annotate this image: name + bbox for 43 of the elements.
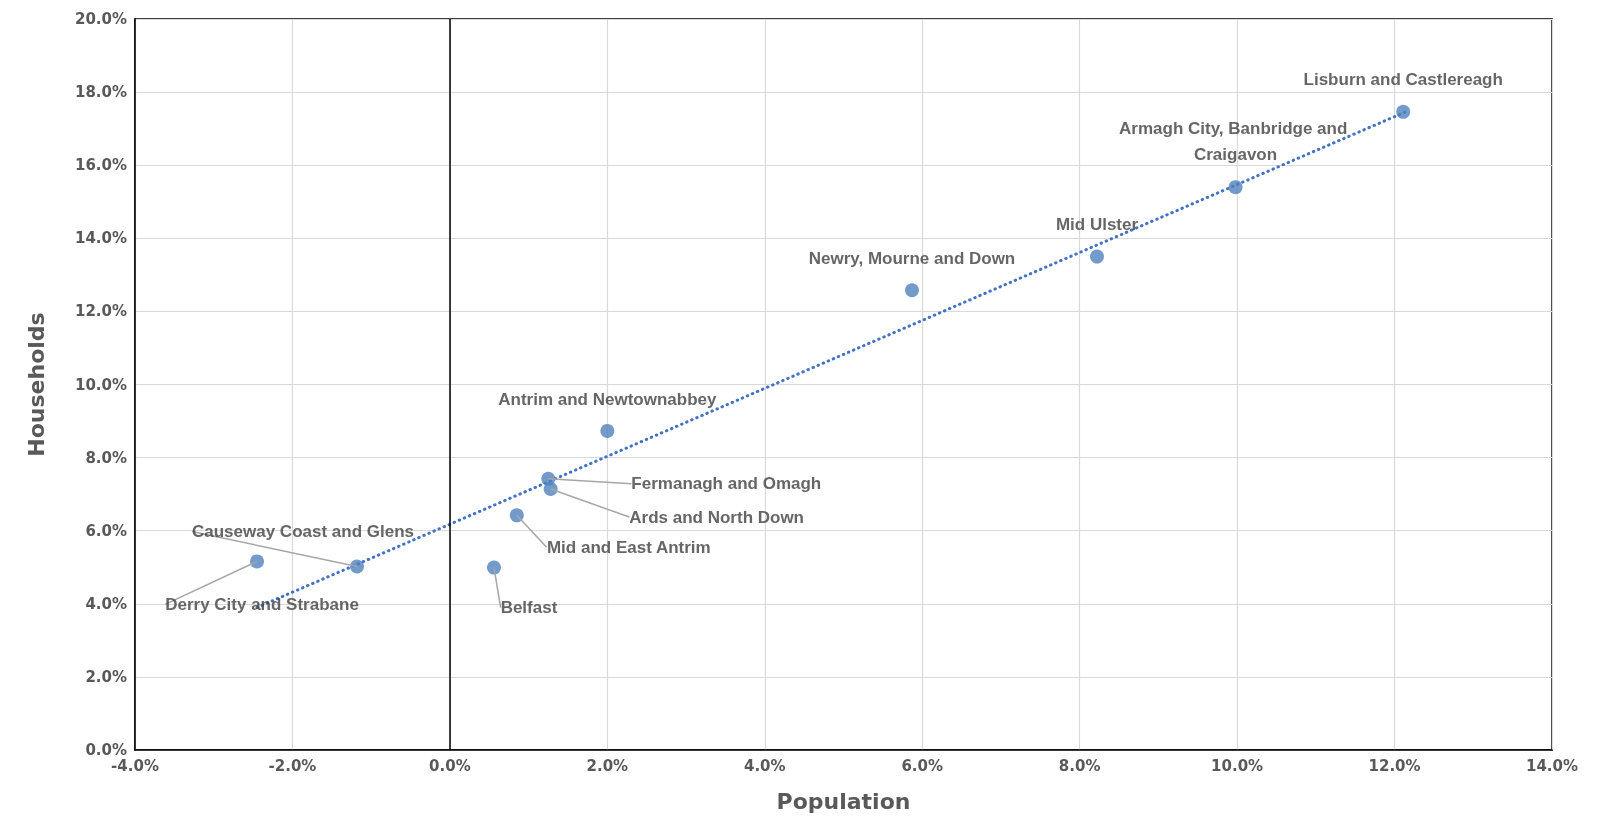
annotation: Causeway Coast and Glens xyxy=(191,522,415,542)
x-tick-label: 12.0% xyxy=(1368,756,1421,775)
point xyxy=(1228,180,1243,195)
x-tick-label: 2.0% xyxy=(586,756,629,775)
x-axis-title: Population xyxy=(776,788,911,814)
annotation: Lisburn and Castlereagh xyxy=(1303,70,1503,90)
annotation: Ards and North Down xyxy=(629,507,805,527)
x-tick-label: 0.0% xyxy=(429,756,471,775)
x-tick-label: -2.0% xyxy=(268,756,317,775)
annotation: Armagh City, Banbridge and Craigavon xyxy=(1119,118,1353,164)
y-tick-label: 10.0% xyxy=(74,375,127,394)
point xyxy=(509,508,524,523)
y-tick-label: 8.0% xyxy=(85,448,127,467)
y-axis-title: Households xyxy=(23,312,49,457)
x-tick-label: -4.0% xyxy=(111,756,159,775)
y-tick-label: 14.0% xyxy=(74,229,127,248)
y-tick-label: 18.0% xyxy=(74,83,127,102)
annotation: Antrim and Newtownabbey xyxy=(498,390,717,410)
x-tick-label: 14.0% xyxy=(1525,756,1579,775)
annotation: Fermanagh and Omagh xyxy=(631,474,822,494)
annotation: Mid and East Antrim xyxy=(546,537,711,557)
point xyxy=(905,283,919,298)
annotation: Newry, Mourne and Down xyxy=(808,248,1016,268)
point xyxy=(543,482,558,497)
y-tick-label: 2.0% xyxy=(85,667,127,686)
point xyxy=(1090,249,1104,264)
y-tick-label: 0.0% xyxy=(85,741,127,759)
y-tick-label: 20.0% xyxy=(74,10,127,28)
y-tick-label: 6.0% xyxy=(85,521,127,540)
point xyxy=(486,560,501,575)
annotation: Mid Ulster xyxy=(1055,215,1139,235)
point xyxy=(350,559,364,574)
y-tick-label: 4.0% xyxy=(85,594,127,613)
x-tick-label: 8.0% xyxy=(1058,756,1101,775)
point xyxy=(1396,104,1411,119)
x-tick-label: 10.0% xyxy=(1211,756,1264,775)
x-tick-label: 6.0% xyxy=(901,756,944,775)
y-tick-label: 12.0% xyxy=(74,302,127,321)
annotation: Belfast xyxy=(500,598,558,618)
x-tick-label: 4.0% xyxy=(743,756,786,775)
point xyxy=(250,554,265,569)
point xyxy=(600,423,615,438)
y-tick-label: 16.0% xyxy=(74,156,127,175)
